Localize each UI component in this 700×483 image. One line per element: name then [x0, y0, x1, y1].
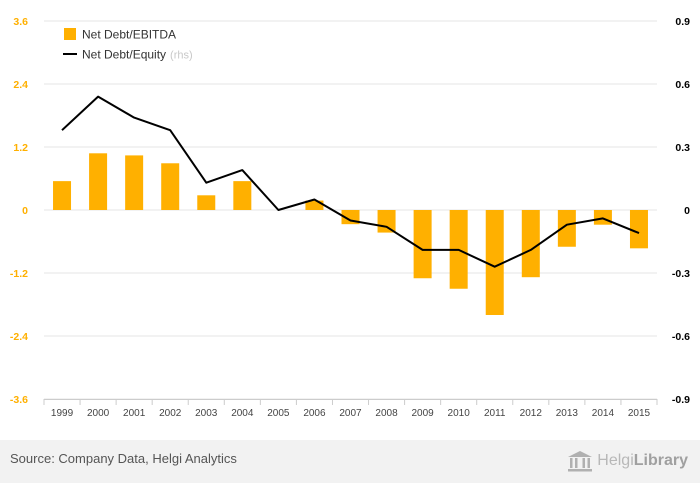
- grid-lines: [44, 20, 657, 400]
- x-tick-label: 2012: [520, 408, 543, 419]
- x-tick-label: 2001: [123, 408, 146, 419]
- x-tick-label: 2008: [375, 408, 398, 419]
- x-axis: 1999 2000 2001 2002 2003 2004 2005 2006 2007 2008…: [43, 399, 658, 419]
- footer: Source: Company Data, Helgi Analytics He…: [0, 440, 700, 483]
- y-right-tick-label: 0: [684, 205, 690, 217]
- bar: [521, 210, 540, 278]
- y-right-tick-label: -0.6: [672, 331, 690, 343]
- legend-label-line-name: Net Debt/Equity: [82, 48, 166, 62]
- x-tick-label: 1999: [51, 408, 74, 419]
- y-right-tick-label: -0.3: [672, 268, 690, 280]
- bar: [89, 153, 108, 210]
- line-series: [61, 95, 640, 268]
- legend-label-line-suffix: (rhs): [170, 50, 193, 62]
- x-tick-label: 2003: [195, 408, 218, 419]
- bar: [161, 163, 180, 210]
- bar: [53, 181, 72, 210]
- x-tick-label: 2006: [303, 408, 326, 419]
- y-left-tick-label: 0: [22, 205, 28, 217]
- x-tick-label: 2005: [267, 408, 290, 419]
- y-left-tick-label: 3.6: [13, 16, 28, 28]
- legend: Net Debt/EBITDA Net Debt/Equity (rhs): [63, 28, 193, 62]
- y-left-tick-label: -1.2: [10, 268, 28, 280]
- x-tick-label: 2007: [339, 408, 362, 419]
- y-left-tick-label: 1.2: [13, 142, 28, 154]
- y-right-tick-label: 0.3: [675, 142, 690, 154]
- x-tick-label: 2002: [159, 408, 182, 419]
- brand-name-dark: Library: [633, 452, 688, 469]
- y-right-tick-label: -0.9: [672, 394, 690, 406]
- bar: [485, 210, 504, 315]
- y-right-tick-label: 0.6: [675, 79, 690, 91]
- legend-label-line: Net Debt/Equity (rhs): [82, 48, 193, 62]
- x-tick-label: 2000: [87, 408, 110, 419]
- x-tick-label: 2004: [231, 408, 254, 419]
- bar: [197, 195, 216, 210]
- bar: [305, 200, 324, 210]
- bar: [629, 210, 648, 249]
- source-text: Source: Company Data, Helgi Analytics: [10, 451, 237, 466]
- brand-logo: Helgi Library: [567, 448, 688, 474]
- x-tick-label: 2009: [411, 408, 434, 419]
- bar: [125, 155, 144, 210]
- y-axis-left: 3.6 2.4 1.2 0 -1.2 -2.4 -3.6: [10, 16, 28, 406]
- bar: [413, 210, 432, 279]
- y-axis-right: 0.9 0.6 0.3 0 -0.3 -0.6 -0.9: [672, 16, 690, 406]
- brand-name-light: Helgi: [597, 452, 634, 469]
- x-tick-label: 2014: [592, 408, 615, 419]
- line-path: [61, 95, 640, 268]
- y-left-tick-label: -3.6: [10, 394, 28, 406]
- bar: [377, 210, 396, 233]
- y-left-tick-label: 2.4: [13, 79, 28, 91]
- x-tick-label: 2011: [484, 408, 506, 419]
- x-tick-label: 2010: [448, 408, 471, 419]
- y-left-tick-label: -2.4: [10, 331, 28, 343]
- bar: [557, 210, 576, 247]
- bar: [233, 181, 252, 210]
- legend-label-bar: Net Debt/EBITDA: [82, 28, 176, 42]
- chart: 3.6 2.4 1.2 0 -1.2 -2.4 -3.6 0.9 0.6 0.3 0 -0.3 -0.…: [10, 16, 690, 419]
- y-right-tick-label: 0.9: [675, 16, 690, 28]
- x-tick-label: 2015: [628, 408, 651, 419]
- x-tick-label: 2013: [556, 408, 579, 419]
- legend-swatch-bar: [64, 28, 76, 40]
- bar: [593, 210, 612, 225]
- bar-series: [53, 153, 648, 315]
- building-icon: [568, 451, 593, 472]
